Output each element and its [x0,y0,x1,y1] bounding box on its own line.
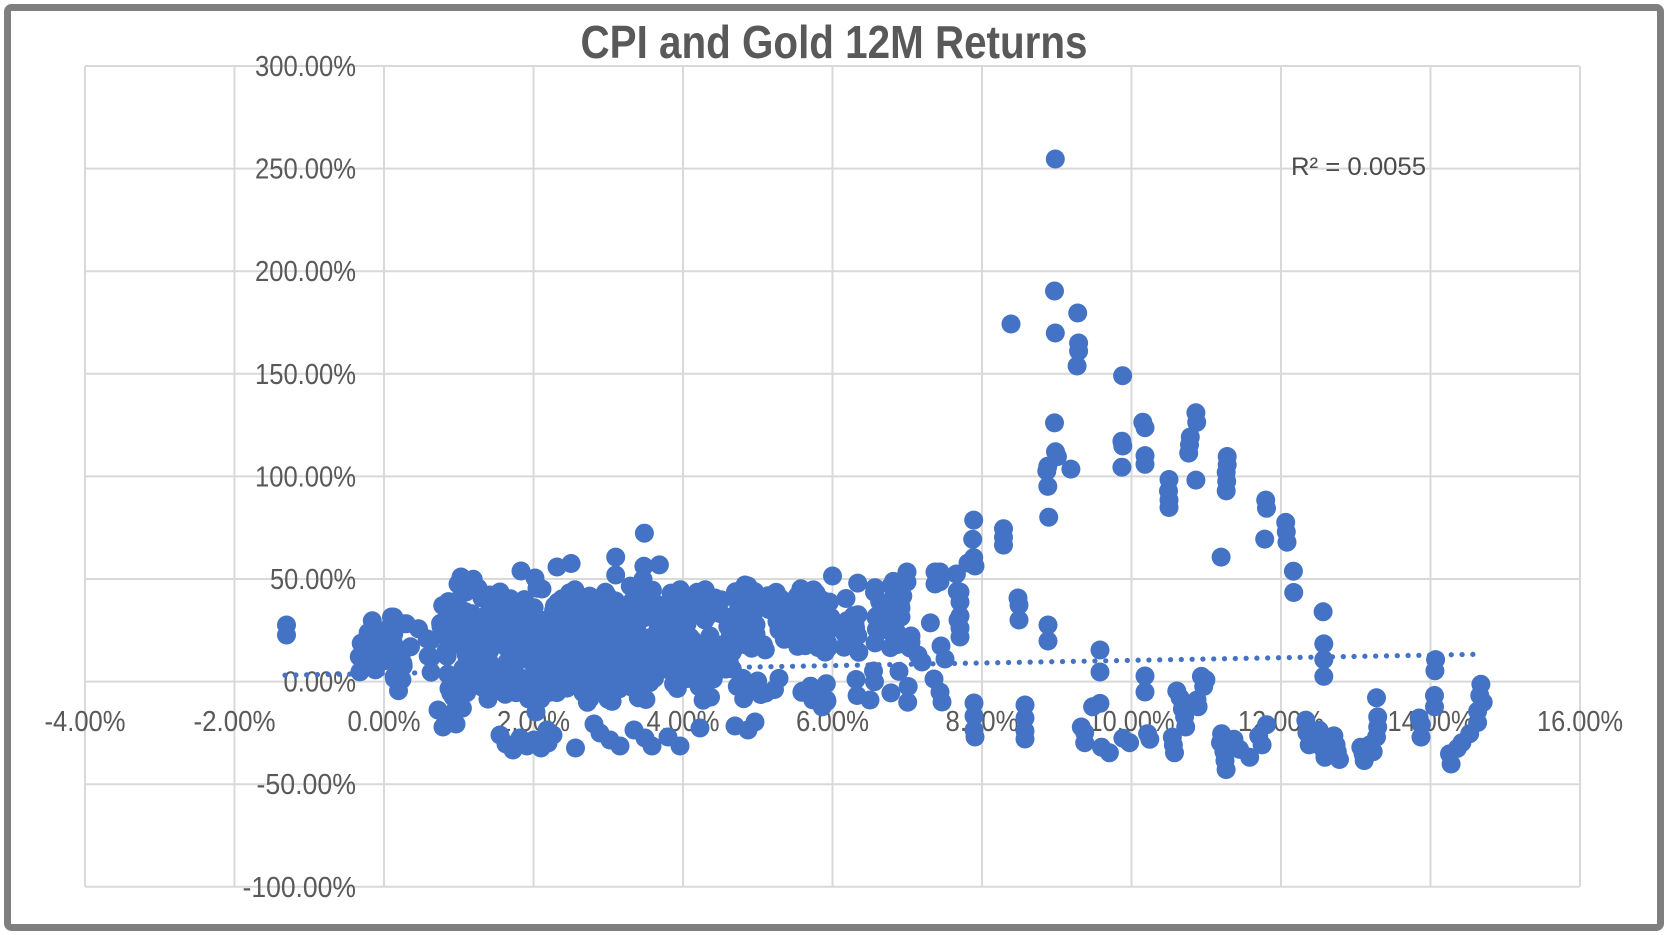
svg-text:300.00%: 300.00% [255,51,356,83]
svg-text:-100.00%: -100.00% [243,872,357,904]
svg-text:-50.00%: -50.00% [257,769,357,801]
svg-text:-2.00%: -2.00% [194,706,276,738]
svg-text:0.00%: 0.00% [348,706,421,738]
svg-text:R² = 0.0055: R² = 0.0055 [1291,153,1426,181]
svg-text:150.00%: 150.00% [255,359,356,391]
svg-text:4.00%: 4.00% [647,706,720,738]
svg-text:100.00%: 100.00% [255,461,356,493]
svg-text:CPI and Gold 12M Returns: CPI and Gold 12M Returns [581,16,1088,68]
svg-text:6.00%: 6.00% [796,706,869,738]
svg-text:250.00%: 250.00% [255,154,356,186]
svg-text:0.00%: 0.00% [284,667,357,699]
svg-text:-4.00%: -4.00% [45,706,126,738]
svg-text:200.00%: 200.00% [255,256,356,288]
svg-text:50.00%: 50.00% [270,564,356,596]
svg-text:16.00%: 16.00% [1537,706,1623,738]
